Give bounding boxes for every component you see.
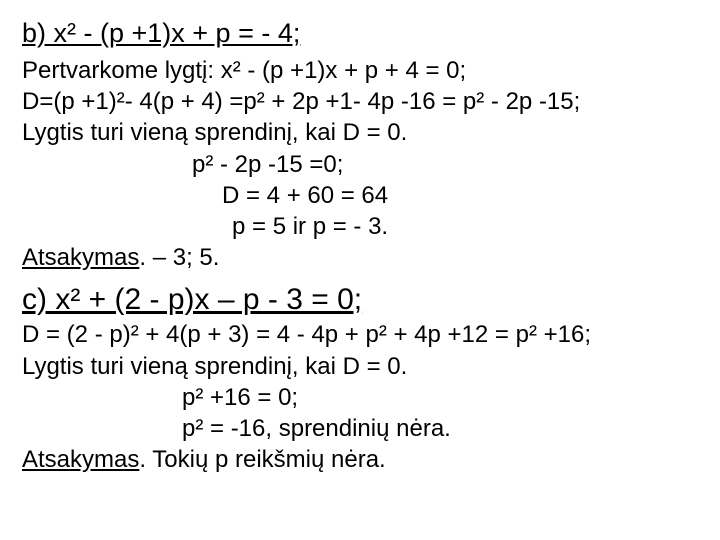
section-b-answer: Atsakymas. – 3; 5. [22, 242, 698, 273]
answer-label: Atsakymas [22, 446, 139, 473]
answer-values: . Tokių p reikšmių nėra. [139, 446, 385, 473]
section-b-line2: D=(p +1)²- 4(p + 4) =p² + 2p +1- 4p -16 … [22, 86, 698, 117]
section-b-line3: Lygtis turi vieną sprendinį, kai D = 0. [22, 117, 698, 148]
section-b-line5: D = 4 + 60 = 64 [22, 180, 698, 211]
section-c-line1: D = (2 - p)² + 4(p + 3) = 4 - 4p + p² + … [22, 319, 698, 350]
answer-label: Atsakymas [22, 244, 139, 271]
section-c-answer: Atsakymas. Tokių p reikšmių nėra. [22, 444, 698, 475]
section-c-line2: Lygtis turi vieną sprendinį, kai D = 0. [22, 351, 698, 382]
section-c-line4: p² = -16, sprendinių nėra. [22, 413, 698, 444]
section-b-heading: b) x² - (p +1)x + p = - 4; [22, 18, 698, 49]
answer-values: . – 3; 5. [139, 244, 219, 271]
section-b-line1: Pertvarkome lygtį: x² - (p +1)x + p + 4 … [22, 55, 698, 86]
slide-content: b) x² - (p +1)x + p = - 4; Pertvarkome l… [0, 0, 720, 485]
section-c-heading: c) x² + (2 - p)x – p - 3 = 0; [22, 283, 698, 317]
section-b-line6: p = 5 ir p = - 3. [22, 211, 698, 242]
section-c-line3: p² +16 = 0; [22, 382, 698, 413]
section-b-line4: p² - 2p -15 =0; [22, 149, 698, 180]
